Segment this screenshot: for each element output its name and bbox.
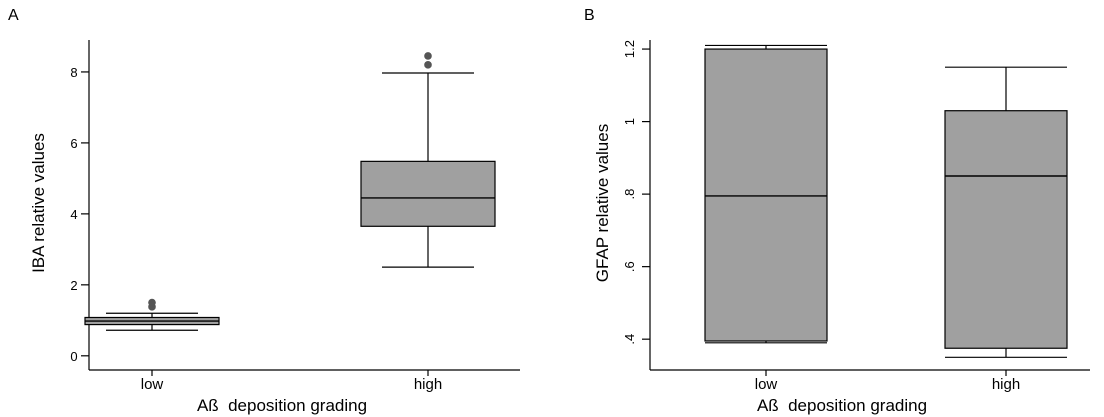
box-high (944, 66, 1068, 358)
outlier-point (424, 61, 432, 69)
box-body (944, 110, 1068, 349)
panel-b: B GFAP relative values Aß deposition gra… (584, 7, 1090, 415)
box-low (84, 298, 220, 331)
box-low (704, 44, 828, 344)
y-tick-label: 1.2 (622, 40, 637, 58)
x-tick-label: high (414, 376, 442, 393)
outlier-point (424, 52, 432, 60)
x-tick-label: high (992, 376, 1020, 393)
outlier-point (148, 298, 156, 307)
y-tick-label: .8 (622, 189, 637, 200)
y-tick-label: 2 (70, 278, 77, 293)
y-tick-label: 6 (70, 136, 77, 151)
box-body (704, 48, 828, 342)
panel-a: A IBA relative values Aß deposition grad… (8, 7, 520, 415)
panel-label: A (8, 7, 19, 24)
box-high (360, 52, 496, 268)
y-tick-label: .4 (622, 334, 637, 345)
y-tick-label: .6 (622, 261, 637, 272)
y-tick-label: 4 (70, 207, 77, 222)
y-tick-label: 8 (70, 65, 77, 80)
x-axis-label: Aß deposition grading (197, 396, 367, 415)
panel-label: B (584, 7, 595, 24)
box-body (360, 160, 496, 227)
y-tick-label: 1 (622, 118, 637, 125)
x-tick-label: low (141, 376, 164, 393)
x-tick-label: low (755, 376, 778, 393)
y-axis-label: IBA relative values (29, 133, 48, 273)
y-axis-label: GFAP relative values (593, 124, 612, 282)
x-axis-label: Aß deposition grading (757, 396, 927, 415)
y-tick-label: 0 (70, 349, 77, 364)
